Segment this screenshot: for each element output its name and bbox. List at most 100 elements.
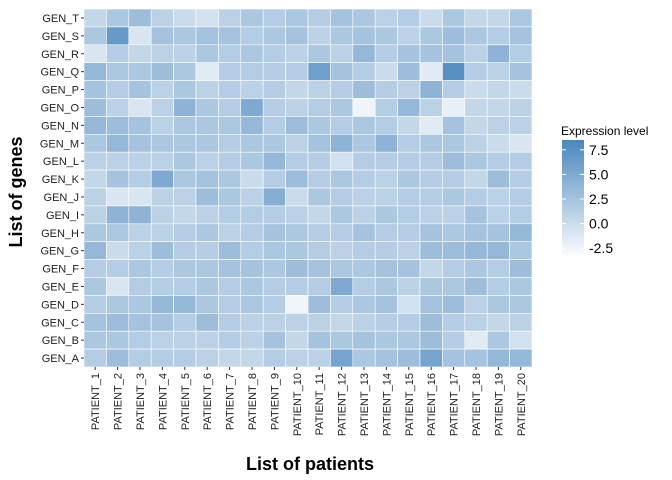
y-tick-label: GEN_B: [42, 335, 79, 347]
heatmap-cell: [128, 116, 152, 135]
heatmap-cell: [83, 151, 107, 171]
heatmap-cell: [150, 277, 174, 296]
heatmap-cell: [374, 348, 398, 368]
heatmap-cell: [150, 8, 174, 28]
heatmap-cell: [307, 116, 331, 135]
heatmap-cell: [128, 8, 152, 28]
x-tick-label: PATIENT_17: [449, 373, 461, 436]
heatmap-cell: [374, 241, 398, 260]
legend-tick-label: -2.5: [589, 240, 613, 256]
heatmap-cell: [285, 44, 309, 63]
heatmap-cell: [397, 259, 421, 278]
heatmap-cell: [285, 312, 309, 332]
heatmap-cell: [150, 259, 174, 278]
heatmap-cell: [352, 330, 376, 350]
heatmap-cell: [509, 98, 533, 117]
heatmap-cell: [419, 241, 443, 260]
heatmap-cell: [83, 330, 107, 350]
heatmap-cell: [509, 312, 533, 332]
heatmap-cell: [240, 98, 264, 117]
heatmap-cell: [262, 80, 286, 99]
heatmap-cell: [83, 277, 107, 296]
heatmap-cell: [106, 98, 130, 117]
heatmap-cell: [486, 312, 510, 332]
heatmap-cell: [397, 151, 421, 171]
heatmap-cell: [442, 259, 466, 278]
heatmap-cell: [218, 116, 242, 135]
heatmap-cell: [195, 62, 219, 81]
heatmap-cell: [464, 169, 488, 189]
heatmap-cell: [330, 241, 354, 260]
heatmap-cell: [509, 151, 533, 171]
heatmap-cell: [218, 151, 242, 171]
legend-tick-label: 0.0: [589, 216, 609, 232]
heatmap-cell: [240, 187, 264, 207]
x-tick-label: PATIENT_12: [337, 373, 349, 436]
heatmap-cell: [352, 26, 376, 46]
heatmap-cell: [285, 330, 309, 350]
heatmap-cell: [285, 295, 309, 314]
heatmap-cell: [262, 259, 286, 278]
y-tick-label: GEN_K: [42, 174, 80, 186]
heatmap-cell: [128, 80, 152, 99]
heatmap-cell: [330, 330, 354, 350]
heatmap-cell: [374, 26, 398, 46]
heatmap-cell: [486, 134, 510, 153]
heatmap-cell: [218, 277, 242, 296]
heatmap-cell: [128, 44, 152, 63]
y-tick-label: GEN_S: [42, 31, 79, 43]
heatmap-cell: [285, 223, 309, 243]
heatmap-cell: [285, 62, 309, 81]
heatmap-cell: [106, 259, 130, 278]
heatmap-cell: [285, 151, 309, 171]
heatmap-cell: [442, 295, 466, 314]
heatmap-cell: [509, 205, 533, 225]
heatmap-cell: [307, 134, 331, 153]
heatmap-cell: [486, 259, 510, 278]
heatmap-cell: [330, 8, 354, 28]
heatmap-cell: [128, 277, 152, 296]
heatmap-cell: [397, 80, 421, 99]
heatmap-cell: [128, 62, 152, 81]
heatmap-cell: [83, 312, 107, 332]
heatmap-cell: [397, 312, 421, 332]
y-tick-label: GEN_C: [41, 317, 79, 329]
heatmap-cell: [83, 134, 107, 153]
heatmap-cell: [218, 169, 242, 189]
heatmap-cell: [128, 134, 152, 153]
heatmap-cell: [486, 348, 510, 368]
heatmap-cell: [374, 62, 398, 81]
heatmap-cells: [83, 8, 533, 368]
heatmap-cell: [262, 8, 286, 28]
heatmap-cell: [352, 259, 376, 278]
heatmap-cell: [106, 62, 130, 81]
heatmap-cell: [464, 98, 488, 117]
y-tick-label: GEN_O: [40, 102, 79, 114]
heatmap-cell: [262, 26, 286, 46]
heatmap-cell: [173, 241, 197, 260]
heatmap-cell: [509, 80, 533, 99]
heatmap-cell: [83, 116, 107, 135]
heatmap-cell: [307, 8, 331, 28]
heatmap-cell: [195, 259, 219, 278]
heatmap-cell: [374, 223, 398, 243]
heatmap-cell: [173, 80, 197, 99]
heatmap-cell: [150, 169, 174, 189]
heatmap-cell: [83, 295, 107, 314]
legend-color-bar: [562, 140, 584, 258]
heatmap-cell: [218, 26, 242, 46]
heatmap-cell: [173, 312, 197, 332]
heatmap-cell: [419, 26, 443, 46]
heatmap-cell: [442, 62, 466, 81]
heatmap-cell: [128, 187, 152, 207]
heatmap-cell: [150, 44, 174, 63]
heatmap-cell: [173, 8, 197, 28]
x-tick-label: PATIENT_18: [471, 373, 483, 436]
heatmap-cell: [106, 80, 130, 99]
heatmap-cell: [262, 241, 286, 260]
heatmap-cell: [106, 241, 130, 260]
y-tick-label: GEN_P: [42, 85, 79, 97]
heatmap-cell: [486, 295, 510, 314]
heatmap-cell: [486, 80, 510, 99]
heatmap-cell: [464, 205, 488, 225]
